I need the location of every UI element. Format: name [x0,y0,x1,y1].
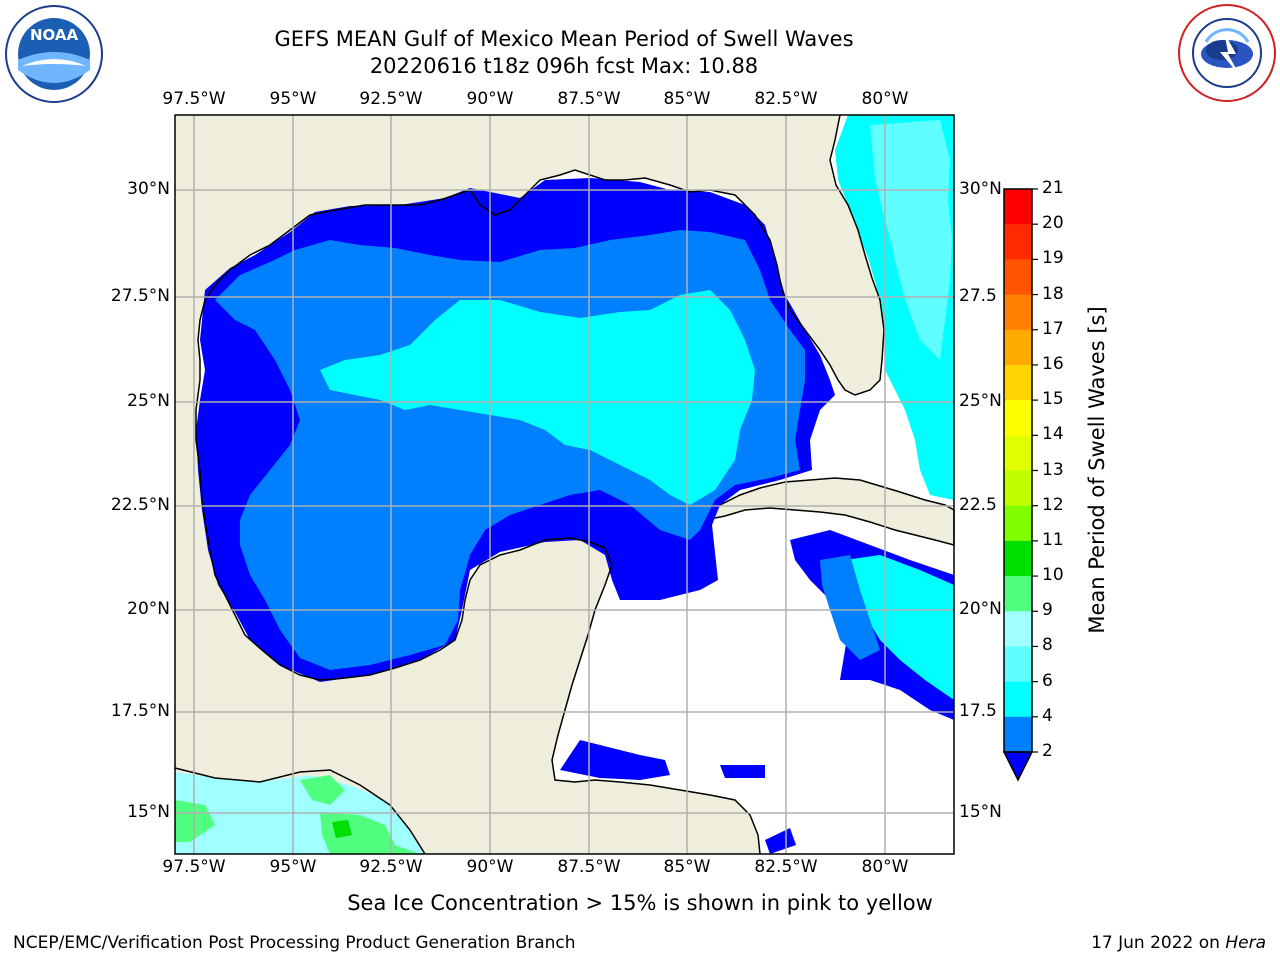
lat-label-left: 22.5°N [110,495,170,515]
colorbar-segment [1004,576,1032,612]
swell-caribbean-6-8 [845,555,954,700]
swell-contour-6-8 [320,290,755,505]
lat-label-left: 15°N [127,802,170,822]
colorbar-tick-label: 12 [1042,494,1064,515]
colorbar-tick-label: 17 [1042,318,1064,339]
lat-label-right: 17.5 [959,701,997,721]
lat-label-right: 27.5 [959,286,997,306]
lat-label-right: 22.5 [959,495,997,515]
colorbar-segment [1004,611,1032,647]
swell-pacific-9-10 [175,775,420,854]
colorbar-segment [1004,189,1032,225]
swell-yucatan-2-4 [560,740,670,780]
lat-label-left: 27.5°N [110,286,170,306]
colorbar-segment [1004,540,1032,577]
swell-atlantic-8-9 [870,120,952,360]
colorbar-segment [1004,716,1032,753]
lon-label-bottom: 87.5°W [557,857,621,877]
lat-label-right: 30°N [959,179,1002,199]
swell-small-2-4 [765,828,796,854]
colorbar-segment [1004,224,1032,260]
lat-label-left: 25°N [127,391,170,411]
colorbar-segment [1004,259,1032,296]
lon-label-bottom: 90°W [466,857,514,877]
colorbar-tick-label: 9 [1042,600,1053,621]
colorbar-segment [1004,364,1032,401]
colorbar-tick-label: 8 [1042,635,1053,656]
colorbar-tick-label: 15 [1042,389,1064,410]
colorbar-tick-label: 10 [1042,565,1064,586]
lon-label-bottom: 97.5°W [162,857,226,877]
colorbar-segment [1004,435,1032,471]
colorbar-tick-label: 21 [1042,178,1064,198]
producer-credit: NCEP/EMC/Verification Post Processing Pr… [13,933,576,953]
lat-label-left: 17.5°N [110,701,170,721]
lon-label-bottom: 82.5°W [754,857,818,877]
swell-caribbean-4-6 [820,555,880,660]
colorbar-tick-label: 4 [1042,705,1053,726]
colorbar-tick-label: 11 [1042,529,1064,550]
map-frame [174,114,955,855]
colorbar-segment [1004,681,1032,718]
swell-honduras-2-4 [720,765,765,778]
lon-label-top: 90°W [466,89,514,109]
lon-label-top: 85°W [663,89,711,109]
lon-label-top: 87.5°W [557,89,621,109]
lat-label-right: 15°N [959,802,1002,822]
colorbar-label: Mean Period of Swell Waves [s] [1085,306,1109,634]
nws-logo [1176,2,1278,104]
lon-label-top: 95°W [269,89,317,109]
lon-label-bottom: 85°W [663,857,711,877]
colorbar-segment [1004,646,1032,683]
lat-label-right: 20°N [959,599,1002,619]
coastline-gulf [195,114,885,855]
lon-label-bottom: 80°W [861,857,909,877]
generation-date-text: 17 Jun 2022 on [1091,933,1226,953]
generation-date: 17 Jun 2022 on Hera [1091,933,1266,953]
lat-label-right: 25°N [959,391,1002,411]
colorbar-tick-label: 18 [1042,283,1064,304]
lon-label-top: 92.5°W [359,89,423,109]
coastline-pacific [174,767,426,855]
lon-label-top: 82.5°W [754,89,818,109]
chart-subtitle: 20220616 t18z 096h fcst Max: 10.88 [369,54,759,78]
colorbar-segment [1004,294,1032,331]
colorbar-tick-label: 16 [1042,353,1064,374]
colorbar-tick-label: 14 [1042,424,1064,445]
colorbar-segment [1004,329,1032,366]
colorbar-tick-label: 6 [1042,670,1053,691]
lon-label-top: 97.5°W [162,89,226,109]
sea-ice-note: Sea Ice Concentration > 15% is shown in … [347,891,933,915]
lat-label-left: 30°N [127,179,170,199]
colorbar-segment [1004,505,1032,542]
colorbar-under-arrow [1002,751,1034,782]
noaa-logo-text: NOAA [30,26,79,44]
host-name: Hera [1225,933,1266,953]
lon-label-bottom: 92.5°W [359,857,423,877]
lon-label-bottom: 95°W [269,857,317,877]
colorbar-tick-label: 20 [1042,213,1064,234]
noaa-logo: NOAA [4,4,104,104]
colorbar-segment [1004,400,1032,436]
swell-pacific-10-11 [332,820,352,838]
colorbar-tick-label: 13 [1042,459,1064,480]
graticule [175,115,954,854]
colorbar-tick-label: 19 [1042,248,1064,269]
colorbar-segment [1004,470,1032,507]
lat-label-left: 20°N [127,599,170,619]
colorbar-frame [1003,188,1033,753]
colorbar-tick-label: 2 [1042,741,1053,761]
chart-title: GEFS MEAN Gulf of Mexico Mean Period of … [274,27,854,51]
lon-label-top: 80°W [861,89,909,109]
